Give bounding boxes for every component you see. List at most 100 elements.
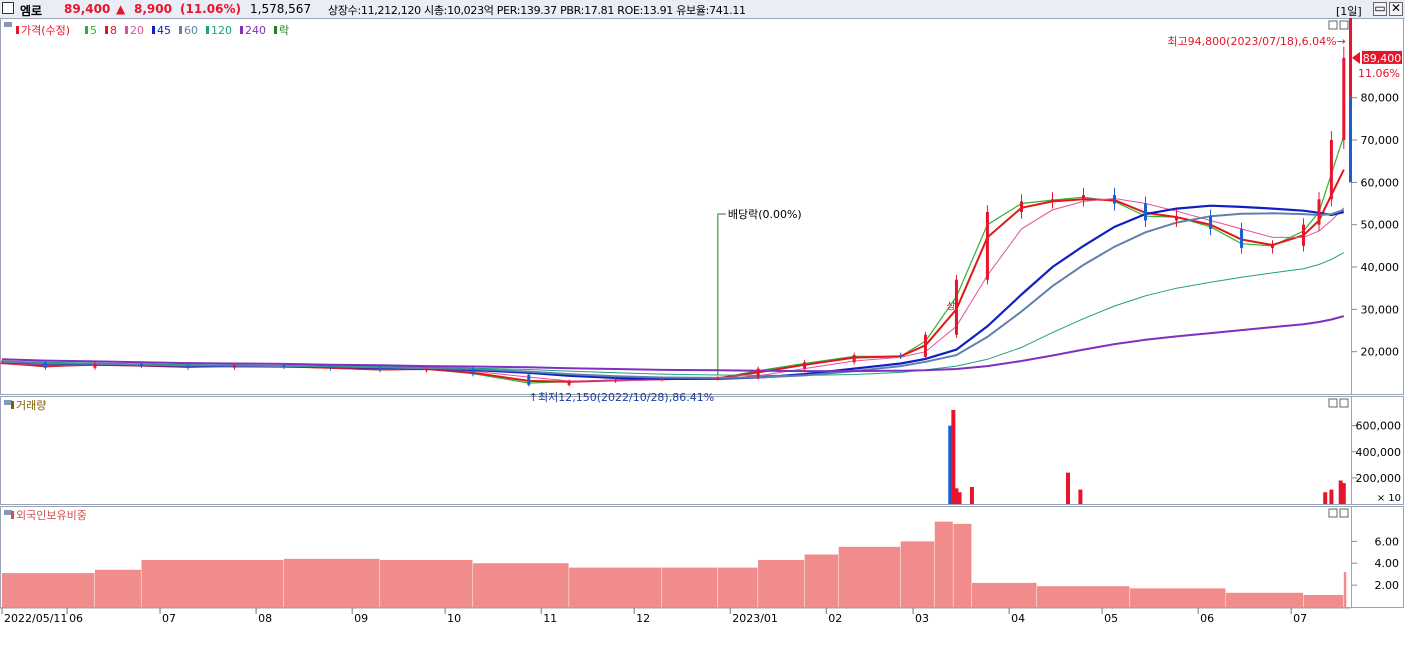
panel-menu-icon[interactable] xyxy=(4,22,12,27)
legend-label-8: 락 xyxy=(279,24,289,37)
axis-frame-1 xyxy=(1351,396,1404,505)
panel-menu-icon[interactable] xyxy=(4,510,12,515)
candle-body xyxy=(1209,216,1213,229)
foreign-ratio-bar xyxy=(569,567,662,607)
current-price-label: 89,400 xyxy=(1363,52,1402,65)
foreign-ratio-bar xyxy=(1226,592,1304,607)
volume-unit-label: × 10 xyxy=(1377,493,1401,504)
panel-minimize-icon[interactable] xyxy=(1328,398,1338,408)
candle-body xyxy=(186,366,190,368)
panel-close-icon[interactable] xyxy=(1339,398,1349,408)
volume-bar xyxy=(951,410,956,504)
foreign-ratio-bar xyxy=(971,582,1037,607)
x-tick-label: 12 xyxy=(636,612,650,625)
foreign-ratio-bar xyxy=(141,559,284,607)
foreign-title-swatch xyxy=(11,511,14,519)
panel-minimize-icon[interactable] xyxy=(1328,508,1338,518)
candle-body xyxy=(1317,199,1321,225)
candle-body xyxy=(425,369,429,371)
candle-body xyxy=(1329,140,1333,200)
axis-frame-0 xyxy=(1351,18,1404,395)
candle-body xyxy=(803,362,807,369)
x-tick-label: 08 xyxy=(258,612,272,625)
candle-body xyxy=(282,365,286,367)
stock-info: 상장수:11,212,120 시총:10,023억 PER:139.37 PBR… xyxy=(328,4,746,17)
candle-body xyxy=(567,381,571,385)
up-arrow-icon: ▲ xyxy=(116,2,126,16)
price-change: 8,900 xyxy=(134,2,172,16)
stock-chart[interactable]: 20,000 30,000 40,000 50,000 60,000 70,000 80,0… xyxy=(0,18,1405,648)
dividend-marker-line xyxy=(717,213,726,375)
candle-body xyxy=(1271,245,1275,248)
candle-body xyxy=(716,377,720,380)
foreign-tick-label: 6.00 xyxy=(1375,535,1400,548)
candle-body xyxy=(527,374,531,385)
candle-body xyxy=(1051,199,1055,202)
foreign-ratio-bar xyxy=(717,567,758,607)
volume-bar xyxy=(1329,489,1334,504)
close-button[interactable]: ✕ xyxy=(1389,1,1403,16)
limit-up-annotation: 상 xyxy=(946,300,955,312)
candle-body xyxy=(232,365,236,368)
period-selector[interactable]: [1일] xyxy=(1336,5,1362,18)
x-tick-label: 09 xyxy=(354,612,368,625)
foreign-ratio-title: 외국인보유비중 xyxy=(16,509,87,522)
candle-body xyxy=(1143,203,1147,221)
candle-body xyxy=(139,363,143,367)
candle-body xyxy=(954,279,958,335)
panel-menu-icon[interactable] xyxy=(4,400,12,405)
y-tick-label: 40,000 xyxy=(1361,261,1400,274)
candle-body xyxy=(614,379,618,382)
legend-label-2: 8 xyxy=(110,24,117,37)
volume-bar xyxy=(969,487,974,504)
volume-title: 거래량 xyxy=(16,399,46,412)
legend-label-3: 20 xyxy=(130,24,144,37)
current-price: 89,400 xyxy=(64,2,111,16)
foreign-ratio-bar xyxy=(900,541,935,607)
volume-bar xyxy=(1341,483,1346,504)
checkbox-icon[interactable] xyxy=(2,2,14,14)
candle-body xyxy=(1081,195,1085,200)
foreign-ratio-bar xyxy=(2,573,95,607)
x-tick-label: 05 xyxy=(1104,612,1118,625)
candle-body xyxy=(852,355,856,363)
panel-close-icon[interactable] xyxy=(1339,508,1349,518)
minimize-button[interactable]: ▭ xyxy=(1373,1,1387,16)
panel-frame-1 xyxy=(0,396,1352,505)
legend-label-5: 60 xyxy=(184,24,198,37)
legend-swatch xyxy=(179,26,182,34)
legend-swatch xyxy=(274,26,277,34)
y-tick-label: 20,000 xyxy=(1361,346,1400,359)
ma-line-120 xyxy=(1,252,1345,376)
x-tick-label: 11 xyxy=(543,612,557,625)
legend-label-1: 5 xyxy=(90,24,97,37)
foreign-ratio-bar xyxy=(473,563,569,607)
y-tick-label: 30,000 xyxy=(1361,303,1400,316)
candle-body xyxy=(1020,201,1024,212)
stock-header: 엠로 89,400 ▲ 8,900 (11.06%) 1,578,567 상장수… xyxy=(0,0,1405,19)
y-tick-label: 80,000 xyxy=(1361,92,1400,105)
trade-volume: 1,578,567 xyxy=(250,2,312,16)
volume-tick-label: 400,000 xyxy=(1356,446,1402,459)
panel-close-icon[interactable] xyxy=(1339,20,1349,30)
foreign-tick-label: 2.00 xyxy=(1375,579,1400,592)
legend-label-7: 240 xyxy=(245,24,266,37)
candle-body xyxy=(1342,57,1346,141)
foreign-ratio-bar xyxy=(1343,571,1347,607)
axis-frame-2 xyxy=(1351,506,1404,608)
volume-bar xyxy=(954,488,959,504)
scale-bar-red xyxy=(1349,18,1352,98)
scale-bar-blue xyxy=(1349,97,1352,183)
volume-bar xyxy=(1338,480,1343,504)
candle-body xyxy=(1240,228,1244,248)
volume-tick-label: 200,000 xyxy=(1356,472,1402,485)
foreign-ratio-bar xyxy=(758,559,805,607)
volume-bar xyxy=(957,492,962,504)
legend-swatch xyxy=(85,26,88,34)
stock-name: 엠로 xyxy=(20,4,43,18)
foreign-ratio-bar xyxy=(380,559,473,607)
candle-body xyxy=(93,363,97,368)
foreign-ratio-bar xyxy=(838,546,901,607)
panel-minimize-icon[interactable] xyxy=(1328,20,1338,30)
candle-body xyxy=(985,212,989,280)
